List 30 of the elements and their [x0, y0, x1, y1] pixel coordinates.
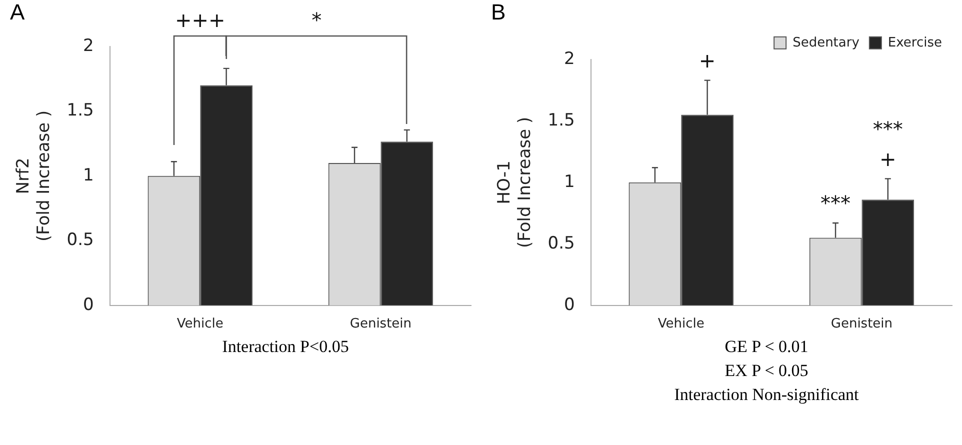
y-tick-label: 0 — [83, 294, 94, 315]
y-axis-title: Nrf2 (Fold Increase ) — [14, 110, 54, 242]
text: * — [312, 8, 322, 32]
text: +++ — [174, 8, 226, 32]
y-tick-label: 1.5 — [548, 110, 575, 130]
y-tick-label: 1 — [83, 165, 94, 186]
text: Interaction Non-significant — [673, 384, 860, 406]
y-tick-label: 2 — [564, 48, 575, 69]
text: Interaction P<0.05 — [221, 336, 350, 358]
annotation: + — [880, 146, 896, 171]
chart-title: B — [491, 0, 506, 24]
y-tick-label: 1 — [564, 172, 575, 192]
y-tick-label: 2 — [83, 36, 94, 56]
x-tick-label: Vehicle — [658, 316, 704, 332]
legend-label: Exercise — [888, 35, 942, 50]
chart-title: A — [10, 0, 25, 24]
text: EX P < 0.05 — [724, 360, 810, 382]
annotation: + — [698, 48, 716, 73]
y-axis-title: HO-1 (Fold Increase ) — [494, 116, 536, 248]
y-tick-label: 1.5 — [66, 100, 94, 121]
annotation: *** — [872, 116, 903, 141]
x-tick-label: Vehicle — [176, 316, 224, 332]
annotation: *** — [820, 191, 851, 216]
y-tick-label: 0.5 — [66, 230, 94, 250]
x-tick-label: Genistein — [830, 316, 893, 332]
text: GE P < 0.01 — [724, 336, 810, 358]
y-tick-label: 0.5 — [548, 233, 575, 254]
y-tick-label: 0 — [564, 294, 575, 315]
legend-label: Sedentary — [792, 35, 860, 50]
x-tick-label: Genistein — [350, 316, 412, 332]
